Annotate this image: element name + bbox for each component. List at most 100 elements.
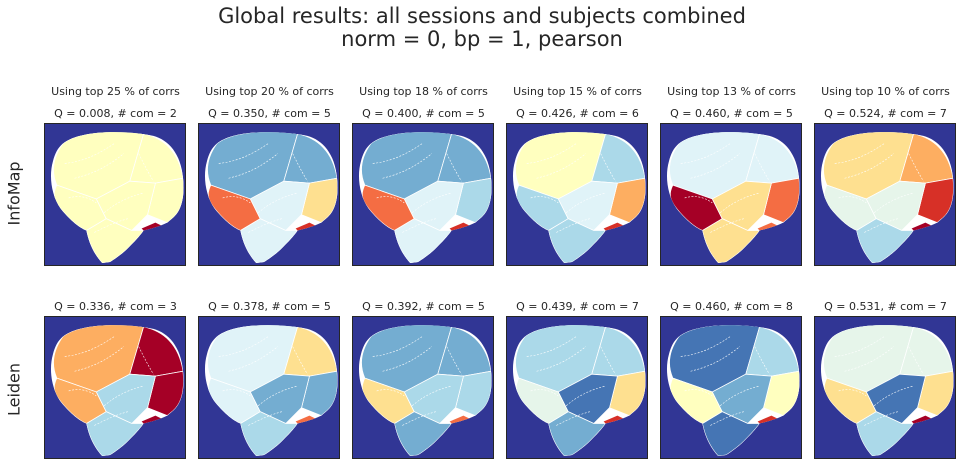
brain-map-panel [660,316,802,459]
panel-subtitle: Q = 0.392, # com = 5 [362,300,485,313]
panel-title: Using top 18 % of corrs [359,85,488,98]
parcel-boundary [680,143,731,164]
panel-subtitle: Q = 0.460, # com = 5 [670,107,793,120]
parcel-boundary [382,153,433,179]
panel-subtitle: Q = 0.378, # com = 5 [208,300,331,313]
parcel-boundary [402,411,436,426]
parcel-boundary [292,153,308,182]
parcel-boundary [526,336,577,357]
row-label-infomap: InfoMap [4,161,24,226]
brain-map-panel [814,316,956,459]
community-region [361,377,415,424]
panel-title: Using top 25 % of corrs [51,85,180,98]
community-region [53,377,107,424]
parcel-boundary [257,192,298,213]
community-region [301,177,338,224]
parcel-boundary [536,346,587,372]
parcel-boundary [68,196,97,204]
panel-title: Using top 10 % of corrs [821,85,950,98]
parcel-boundary [556,411,590,426]
panel-title: Using top 20 % of corrs [205,85,334,98]
brain-map-panel [352,316,494,459]
parcel-boundary [754,153,770,182]
community-region [547,218,607,264]
brain-map-panel [506,316,648,459]
community-region [547,411,607,457]
community-region [823,377,877,424]
parcel-boundary [411,192,452,213]
community-region [239,218,299,264]
panel-subtitle: Q = 0.439, # com = 7 [516,300,639,313]
brain-map-panel [506,123,648,266]
brain-map-panel [44,316,186,459]
community-region [763,177,800,224]
community-region [855,218,915,264]
community-region [515,184,569,231]
parcel-boundary [94,411,128,426]
brain-map-svg [50,132,184,264]
parcel-boundary [228,153,279,179]
community-region [207,184,261,231]
panel-subtitle: Q = 0.524, # com = 7 [824,107,947,120]
community-region [609,177,646,224]
parcel-boundary [222,389,251,397]
parcel-boundary [228,346,279,372]
panel-subtitle: Q = 0.008, # com = 2 [54,107,177,120]
community-region [701,218,761,264]
community-region [455,370,492,417]
parcel-boundary [257,385,298,406]
parcel-boundary [754,346,770,375]
brain-map-panel [198,123,340,266]
community-region [701,411,761,457]
parcel-boundary [600,346,616,375]
community-region [393,411,453,457]
community-region [207,377,261,424]
parcel-boundary [64,336,115,357]
parcel-boundary [376,196,405,204]
community-region [239,411,299,457]
parcel-boundary [94,218,128,233]
parcel-boundary [248,218,282,233]
panel-subtitle: Q = 0.350, # com = 5 [208,107,331,120]
community-region [361,184,415,231]
parcel-boundary [565,192,606,213]
parcel-boundary [834,336,885,357]
parcel-boundary [838,196,867,204]
parcel-boundary [372,143,423,164]
figure-title-line2: norm = 0, bp = 1, pearson [341,27,623,51]
parcel-boundary [372,336,423,357]
panel-subtitle: Q = 0.400, # com = 5 [362,107,485,120]
community-region [515,377,569,424]
parcel-boundary [138,153,154,182]
parcel-boundary [864,411,898,426]
panel-subtitle: Q = 0.336, # com = 3 [54,300,177,313]
community-region [917,370,954,417]
panel-subtitle: Q = 0.531, # com = 7 [824,300,947,313]
parcel-boundary [218,143,269,164]
community-region [823,184,877,231]
figure-title-line1: Global results: all sessions and subject… [218,4,746,28]
parcel-boundary [873,192,914,213]
parcel-boundary [844,153,895,179]
parcel-boundary [600,153,616,182]
brain-map-svg [358,132,492,264]
parcel-boundary [864,218,898,233]
row-label-leiden: Leiden [4,362,24,417]
brain-map-svg [512,325,646,457]
community-region [393,218,453,264]
parcel-boundary [402,218,436,233]
parcel-boundary [710,411,744,426]
brain-map-svg [204,325,338,457]
community-region [609,370,646,417]
community-region [855,411,915,457]
parcel-boundary [68,389,97,397]
brain-map-panel [352,123,494,266]
parcel-boundary [536,153,587,179]
panel-subtitle: Q = 0.460, # com = 8 [670,300,793,313]
parcel-boundary [526,143,577,164]
community-region [301,370,338,417]
parcel-boundary [103,385,144,406]
parcel-boundary [138,346,154,375]
brain-map-svg [820,132,954,264]
community-region [917,177,954,224]
